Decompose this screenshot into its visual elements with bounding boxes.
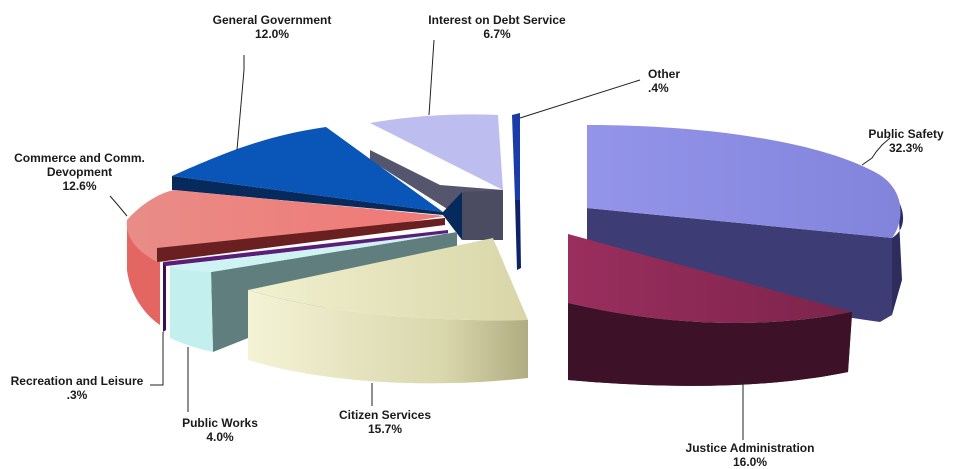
slice-public-safety-side [892,200,904,315]
label-justice-administration-name: Justice Administration [685,441,815,455]
label-public-works-name: Public Works [182,416,258,430]
label-public-safety: Public Safety 32.3% [856,127,956,155]
slice-other [512,113,521,270]
slice-commerce [126,190,445,325]
slice-justice-administration-front [568,303,852,386]
slice-recreation [163,230,448,332]
label-commerce: Commerce and Comm. Devopment 12.6% [2,151,157,193]
label-interest-on-debt-service-value: 6.7% [483,27,511,41]
slice-public-works-front [170,266,213,352]
leader-general-government [236,55,245,151]
label-general-government-value: 12.0% [254,27,290,41]
slice-public-safety-top [587,125,901,238]
label-commerce-value: 12.6% [62,179,97,193]
label-recreation-name: Recreation and Leisure [10,374,144,388]
label-other-name: Other [648,67,681,81]
label-public-safety-value: 32.3% [888,141,924,155]
label-interest-on-debt-service: Interest on Debt Service 6.7% [402,13,592,41]
label-general-government: General Government 12.0% [192,13,352,41]
slice-general-government-top [172,127,443,212]
label-general-government-name: General Government [212,13,332,27]
label-justice-administration: Justice Administration 16.0% [670,441,830,469]
label-public-safety-name: Public Safety [868,127,944,141]
leader-other [519,79,641,119]
slice-public-safety [587,125,904,322]
slice-public-safety-depth [587,208,892,322]
label-citizen-services: Citizen Services 15.7% [320,408,450,436]
label-interest-on-debt-service-name: Interest on Debt Service [428,13,566,27]
leader-recreation [150,332,164,386]
label-other: Other .4% [648,67,708,95]
slice-other-side [515,200,521,270]
slice-interest-on-debt-service-front [462,190,503,240]
slice-justice-administration-top [568,234,852,323]
slice-citizen-services-top [248,238,528,321]
label-recreation: Recreation and Leisure .3% [2,374,152,402]
label-citizen-services-name: Citizen Services [338,408,432,422]
leader-interest-debt [428,39,435,116]
label-commerce-name-2: Devopment [46,165,113,179]
label-recreation-value: .3% [66,388,88,402]
leader-lines [109,39,891,440]
slice-citizen-services-side [248,290,528,384]
slice-citizen-services [248,238,528,384]
slice-recreation-top [163,230,448,266]
leader-public-safety [861,137,891,166]
label-citizen-services-value: 15.7% [367,422,403,436]
slice-justice-administration [568,234,852,386]
label-commerce-name-1: Commerce and Comm. [14,151,145,165]
slice-interest-on-debt-service-top [370,114,503,190]
slice-general-government [172,127,462,240]
slice-interest-on-debt-service [370,114,503,240]
slice-other-top [512,113,520,200]
label-public-works-value: 4.0% [206,430,234,444]
slice-general-government-side [172,176,462,240]
leader-commerce [109,195,128,217]
slice-recreation-side [163,262,166,332]
label-justice-administration-value: 16.0% [732,455,768,469]
slice-public-works-top [170,232,457,272]
label-other-value: .4% [648,81,669,95]
label-public-works: Public Works 4.0% [160,416,280,444]
slice-commerce-edge [157,218,445,262]
